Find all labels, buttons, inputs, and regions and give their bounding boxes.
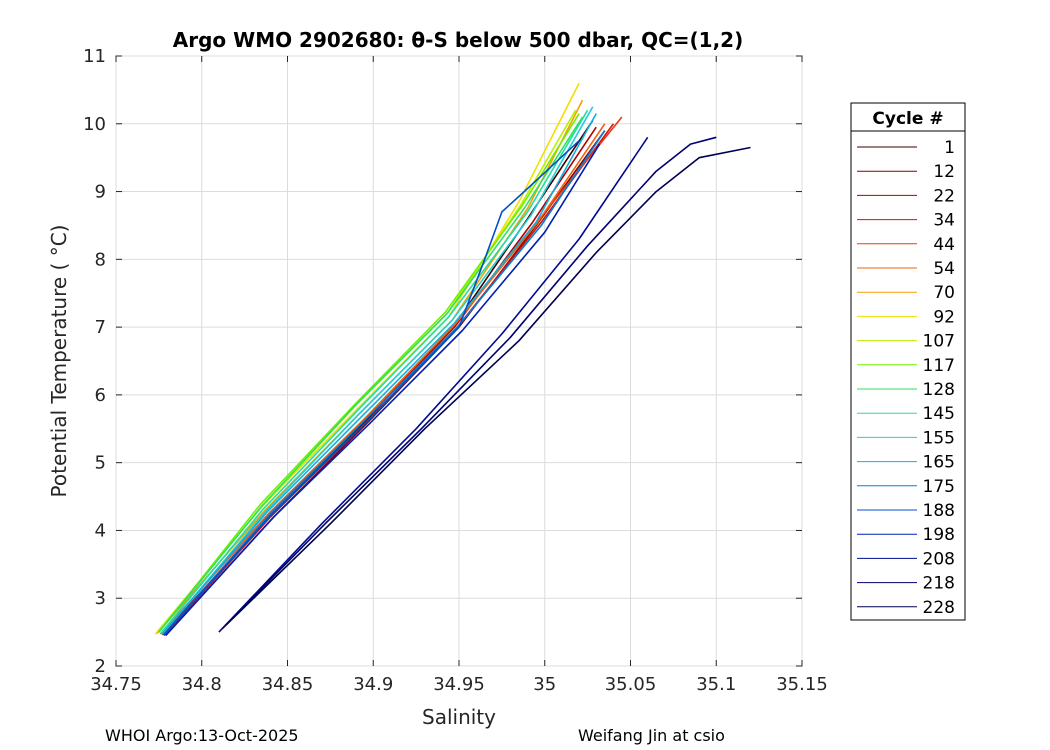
legend-label: 44 xyxy=(933,235,955,255)
series-line-54 xyxy=(160,123,606,635)
legend-label: 92 xyxy=(933,307,955,327)
series-line-218 xyxy=(221,136,717,630)
x-tick-label: 35.05 xyxy=(605,674,657,695)
legend-label: 12 xyxy=(933,162,955,182)
x-tick-label: 34.75 xyxy=(90,674,142,695)
legend-label: 208 xyxy=(923,549,955,569)
chart-title: Argo WMO 2902680: θ-S below 500 dbar, QC… xyxy=(173,28,743,52)
y-tick-label: 6 xyxy=(95,385,106,406)
footer-right: Weifang Jin at csio xyxy=(578,726,725,745)
series-line-228 xyxy=(225,146,751,626)
x-tick-labels: 34.75 34.8 34.85 34.9 34.95 35 35.05 35.1 35.15 xyxy=(90,674,828,695)
legend-label: 1 xyxy=(944,138,955,158)
legend-label: 155 xyxy=(923,428,955,448)
series-line-208 xyxy=(218,136,649,633)
x-axis-label: Salinity xyxy=(422,705,496,729)
legend-label: 54 xyxy=(933,259,955,279)
y-tick-label: 5 xyxy=(95,453,106,474)
legend-label: 107 xyxy=(923,332,955,352)
series-line-188 xyxy=(163,140,580,636)
series-line-175 xyxy=(163,130,606,636)
series-line-198 xyxy=(165,143,601,637)
legend-entries: 1 12 22 34 44 54 70 92 107 117 128 145 155 165 175 188 1… xyxy=(857,138,955,618)
series-line-155 xyxy=(161,106,594,635)
legend-label: 165 xyxy=(923,453,955,473)
y-tick-label: 2 xyxy=(95,656,106,677)
series-line-145 xyxy=(159,109,589,635)
x-tick-label: 35 xyxy=(533,674,556,695)
series-line-128 xyxy=(158,116,584,633)
x-tick-label: 34.85 xyxy=(262,674,314,695)
legend-label: 218 xyxy=(923,574,955,594)
y-tick-labels: 2 3 4 5 6 7 8 9 10 11 xyxy=(83,46,106,677)
y-axis-label: Potential Temperature ( °C) xyxy=(47,225,71,498)
legend-label: 34 xyxy=(933,211,955,231)
y-tick-label: 4 xyxy=(95,520,106,541)
legend-label: 175 xyxy=(923,477,955,497)
series-layer xyxy=(154,82,751,637)
y-tick-label: 8 xyxy=(95,249,106,270)
y-tick-label: 11 xyxy=(83,46,106,67)
x-tick-label: 35.15 xyxy=(776,674,828,695)
footer-left: WHOI Argo:13-Oct-2025 xyxy=(105,726,299,745)
y-tick-label: 3 xyxy=(95,588,106,609)
legend-label: 22 xyxy=(933,186,955,206)
x-tick-label: 35.1 xyxy=(696,674,736,695)
y-tick-label: 10 xyxy=(83,114,106,135)
legend-label: 198 xyxy=(923,525,955,545)
y-tick-label: 7 xyxy=(95,317,106,338)
legend-label: 228 xyxy=(923,598,955,618)
legend: Cycle # 1 12 22 34 44 54 70 92 107 117 128 145 155 16… xyxy=(850,102,966,621)
legend-title: Cycle # xyxy=(872,109,943,129)
axis-ticks xyxy=(115,55,803,667)
series-line-165 xyxy=(161,113,597,635)
x-tick-label: 34.8 xyxy=(182,674,222,695)
x-tick-label: 34.95 xyxy=(433,674,485,695)
legend-label: 117 xyxy=(923,356,955,376)
series-line-117 xyxy=(158,113,580,633)
y-tick-label: 9 xyxy=(95,182,106,203)
x-tick-label: 34.9 xyxy=(353,674,393,695)
legend-label: 188 xyxy=(923,501,955,521)
legend-label: 128 xyxy=(923,380,955,400)
legend-label: 70 xyxy=(933,283,955,303)
legend-label: 145 xyxy=(923,404,955,424)
